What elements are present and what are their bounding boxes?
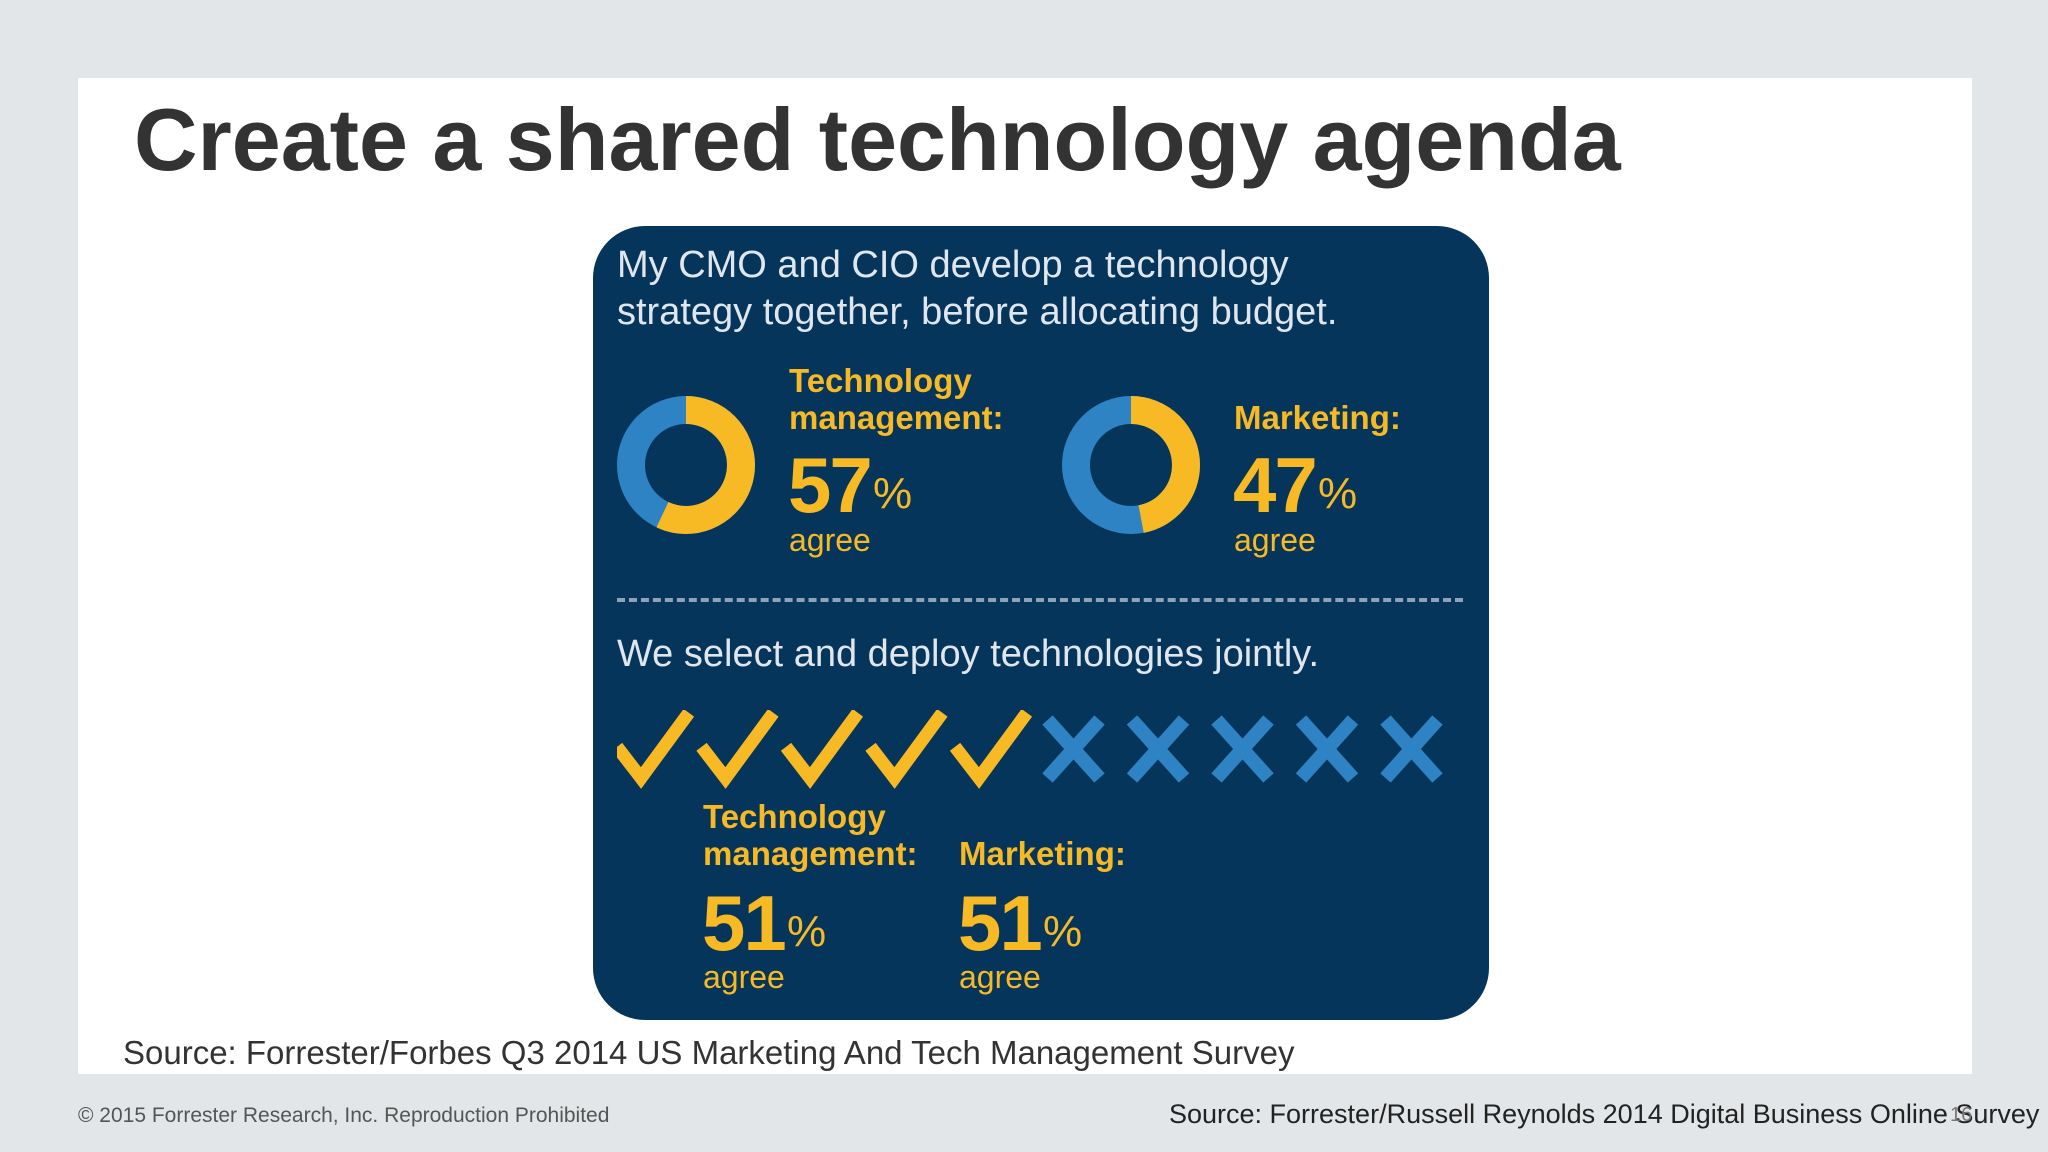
stat2-marketing-value: 51 [958, 879, 1043, 967]
stat1-tech-label-1: Technology [789, 362, 972, 399]
cross-icon [1295, 715, 1359, 783]
check-icon [780, 710, 864, 789]
page-number: 16 [1950, 1104, 1973, 1126]
stat1-tech-agree: agree [789, 522, 871, 558]
check-icon [696, 710, 779, 789]
check-icon [949, 710, 1033, 789]
donut-chart-marketing [1062, 396, 1200, 534]
agreement-icon-row [617, 710, 1443, 789]
donut-arc-tech [617, 396, 755, 534]
stat2-tech-label-2: management: [703, 835, 918, 872]
slide-source: Source: Forrester/Forbes Q3 2014 US Mark… [123, 1034, 1295, 1071]
cross-icon [1042, 715, 1105, 783]
infographic-panel: My CMO and CIO develop a technology stra… [593, 226, 1489, 1020]
stat1-marketing-value: 47 [1233, 441, 1318, 529]
question-2: We select and deploy technologies jointl… [617, 633, 1320, 675]
donut-arc-marketing [1062, 396, 1200, 534]
stat2-marketing-label: Marketing: [959, 835, 1126, 872]
question-1-line-2: strategy together, before allocating bud… [617, 291, 1338, 333]
stat2-tech-pct: % [787, 907, 827, 956]
stat1-marketing-pct: % [1318, 469, 1358, 518]
copyright-notice: © 2015 Forrester Research, Inc. Reproduc… [78, 1104, 610, 1127]
stat1-marketing-label: Marketing: [1234, 399, 1401, 436]
cross-icon [1211, 715, 1274, 783]
cross-icon [1126, 715, 1190, 783]
donut-chart-tech [617, 396, 755, 534]
check-icon [865, 710, 948, 789]
question-1-line-1: My CMO and CIO develop a technology [617, 244, 1289, 286]
slide-title: Create a shared technology agenda [134, 90, 1621, 189]
dashed-divider [617, 598, 1463, 602]
stat2-marketing-pct: % [1043, 907, 1083, 956]
stat1-tech-pct: % [873, 469, 913, 518]
stat1-tech-value: 57 [788, 441, 873, 529]
check-icon [617, 710, 695, 789]
footer-source: Source: Forrester/Russell Reynolds 2014 … [1169, 1099, 2040, 1129]
stat1-marketing-agree: agree [1234, 522, 1316, 558]
stat2-tech-agree: agree [703, 959, 785, 995]
stat2-tech-label-1: Technology [703, 798, 886, 835]
stat2-tech-value: 51 [702, 879, 787, 967]
stat2-marketing-agree: agree [959, 959, 1041, 995]
cross-icon [1380, 715, 1443, 783]
stat1-tech-label-2: management: [789, 399, 1004, 436]
